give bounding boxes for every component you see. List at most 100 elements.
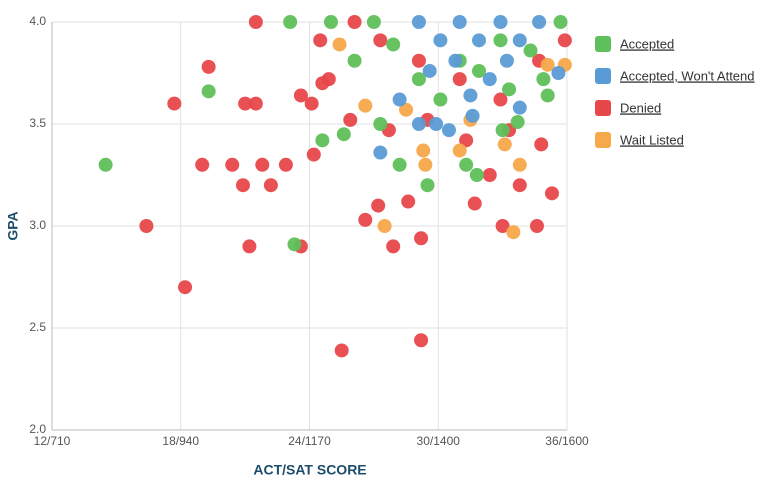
point	[502, 82, 517, 97]
point	[366, 15, 381, 29]
point	[465, 108, 480, 123]
point	[399, 102, 414, 117]
point	[248, 96, 263, 111]
point	[238, 96, 253, 111]
point	[420, 178, 435, 193]
point	[512, 157, 527, 172]
point	[482, 168, 497, 182]
point	[551, 66, 566, 80]
point	[540, 88, 555, 103]
point	[313, 33, 328, 48]
point	[323, 15, 338, 29]
point	[195, 157, 210, 172]
point	[532, 15, 547, 29]
point	[373, 33, 388, 48]
point	[373, 145, 388, 160]
point	[448, 53, 463, 68]
point	[452, 143, 467, 158]
x-tick-label: 24/1170	[288, 434, 331, 448]
point	[429, 117, 444, 131]
point	[497, 137, 512, 152]
x-axis-title: ACT/SAT SCORE	[253, 462, 366, 478]
point	[472, 63, 487, 78]
series-1	[332, 37, 572, 240]
legend-swatch	[595, 68, 611, 84]
point	[321, 72, 336, 87]
point	[401, 194, 416, 209]
legend-swatch	[595, 132, 611, 148]
point	[98, 157, 113, 172]
point	[386, 239, 401, 254]
series-3	[373, 15, 566, 160]
point	[534, 137, 549, 152]
point	[452, 15, 467, 29]
point	[255, 157, 270, 172]
point	[332, 37, 347, 52]
legend-swatch	[595, 36, 611, 52]
point	[373, 117, 388, 131]
point	[371, 198, 386, 213]
point	[459, 157, 474, 172]
point	[510, 114, 525, 129]
point	[433, 33, 448, 48]
point	[358, 98, 373, 113]
y-tick-label: 2.0	[29, 422, 46, 436]
point	[418, 157, 433, 172]
legend-entry[interactable]: Accepted, Won't Attend	[620, 68, 755, 83]
point	[343, 112, 358, 127]
point	[441, 123, 456, 138]
point	[467, 196, 482, 211]
y-tick-label: 2.5	[29, 320, 46, 334]
point	[347, 15, 362, 29]
legend-entry[interactable]: Wait Listed	[620, 132, 684, 147]
point	[225, 157, 240, 172]
point	[201, 59, 216, 74]
point	[463, 88, 478, 103]
legend-entry[interactable]: Denied	[620, 100, 661, 115]
x-tick-label: 30/1400	[417, 434, 461, 448]
point	[201, 84, 216, 99]
point	[422, 63, 437, 78]
point	[248, 15, 263, 29]
point	[499, 53, 514, 68]
legend-entry[interactable]: Accepted	[620, 36, 674, 51]
point	[495, 123, 510, 138]
point	[512, 178, 527, 193]
point	[358, 212, 373, 227]
y-axis-title: GPA	[5, 211, 21, 240]
point	[242, 239, 257, 254]
point	[506, 225, 521, 240]
point	[386, 37, 401, 52]
point	[493, 92, 508, 107]
legend-swatch	[595, 100, 611, 116]
point	[304, 96, 319, 111]
point	[472, 33, 487, 48]
y-tick-label: 3.5	[29, 116, 46, 130]
point	[411, 15, 426, 29]
point	[414, 231, 429, 246]
point	[553, 15, 568, 29]
point	[414, 333, 429, 348]
point	[392, 157, 407, 172]
point	[336, 127, 351, 142]
point	[306, 147, 321, 162]
y-tick-label: 3.0	[29, 218, 46, 232]
point	[347, 53, 362, 68]
point	[263, 178, 278, 193]
point	[334, 343, 349, 358]
point	[283, 15, 298, 29]
point	[544, 186, 559, 201]
point	[495, 219, 510, 233]
point	[482, 72, 497, 87]
x-tick-label: 12/710	[34, 434, 71, 448]
point	[529, 219, 544, 233]
point	[536, 72, 551, 87]
series-0	[139, 15, 572, 358]
point	[512, 33, 527, 48]
x-tick-label: 36/1600	[545, 434, 589, 448]
point	[512, 100, 527, 115]
point	[416, 143, 431, 158]
point	[493, 15, 508, 29]
point	[315, 133, 330, 148]
